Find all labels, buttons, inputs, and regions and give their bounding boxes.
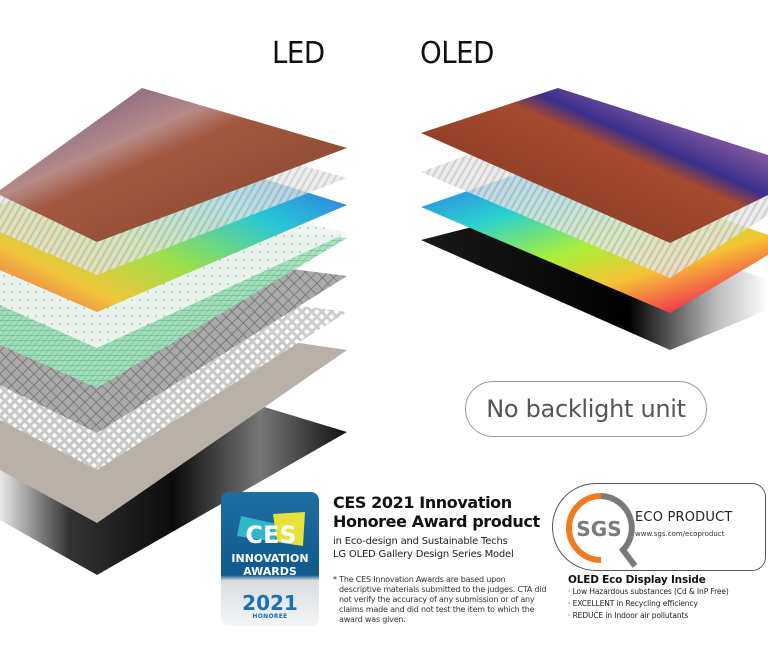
sgs-eco-product-title: ECO PRODUCT <box>635 510 733 525</box>
badge-honoree: HONOREE <box>252 613 288 620</box>
badge-innovation-awards-text: INNOVATION AWARDS <box>231 552 309 578</box>
ces-award-description: CES 2021 Innovation Honoree Award produc… <box>333 493 548 625</box>
sgs-logo-icon: SGS <box>566 493 637 568</box>
ces-subtitle-line2: LG OLED Gallery Design Series Model <box>333 549 514 560</box>
eco-title: OLED Eco Display Inside <box>568 574 706 586</box>
led-display-panel-layer <box>0 88 347 242</box>
ces-subtitle-line1: in Eco-design and Sustainable Techs <box>333 536 508 547</box>
oled-eco-display-info: OLED Eco Display Inside · Low Hazardous … <box>568 574 768 622</box>
led-heading: LED <box>272 36 325 71</box>
eco-item: · Low Hazardous substances (Cd & InP Fre… <box>568 587 729 596</box>
eco-item: · REDUCE in Indoor air pollutants <box>568 611 689 620</box>
oled-layer-stack <box>421 88 768 350</box>
eco-item: · EXCELLENT in Recycling efficiency <box>568 599 698 608</box>
svg-text:SGS: SGS <box>576 517 621 541</box>
ces-innovation-awards-badge: CES INNOVATION AWARDS 2021 HONOREE <box>221 492 319 626</box>
ces-title-line2: Honoree Award product <box>333 512 540 531</box>
led-layer-stack <box>0 88 347 575</box>
sgs-eco-product-badge: SGS ECO PRODUCT www.sgs.com/ecoproduct <box>552 483 766 571</box>
ces-title-line1: CES 2021 Innovation <box>333 493 512 512</box>
badge-year: 2021 <box>242 591 298 615</box>
ces-logo-icon: CES <box>237 512 305 549</box>
oled-display-panel-layer <box>421 88 768 243</box>
ces-disclaimer: * The CES Innovation Awards are based up… <box>333 575 547 624</box>
sgs-url: www.sgs.com/ecoproduct <box>635 530 725 538</box>
svg-text:CES: CES <box>245 521 296 549</box>
no-backlight-unit-callout: No backlight unit <box>465 381 707 437</box>
oled-heading: OLED <box>420 36 494 71</box>
callout-label: No backlight unit <box>486 395 686 423</box>
